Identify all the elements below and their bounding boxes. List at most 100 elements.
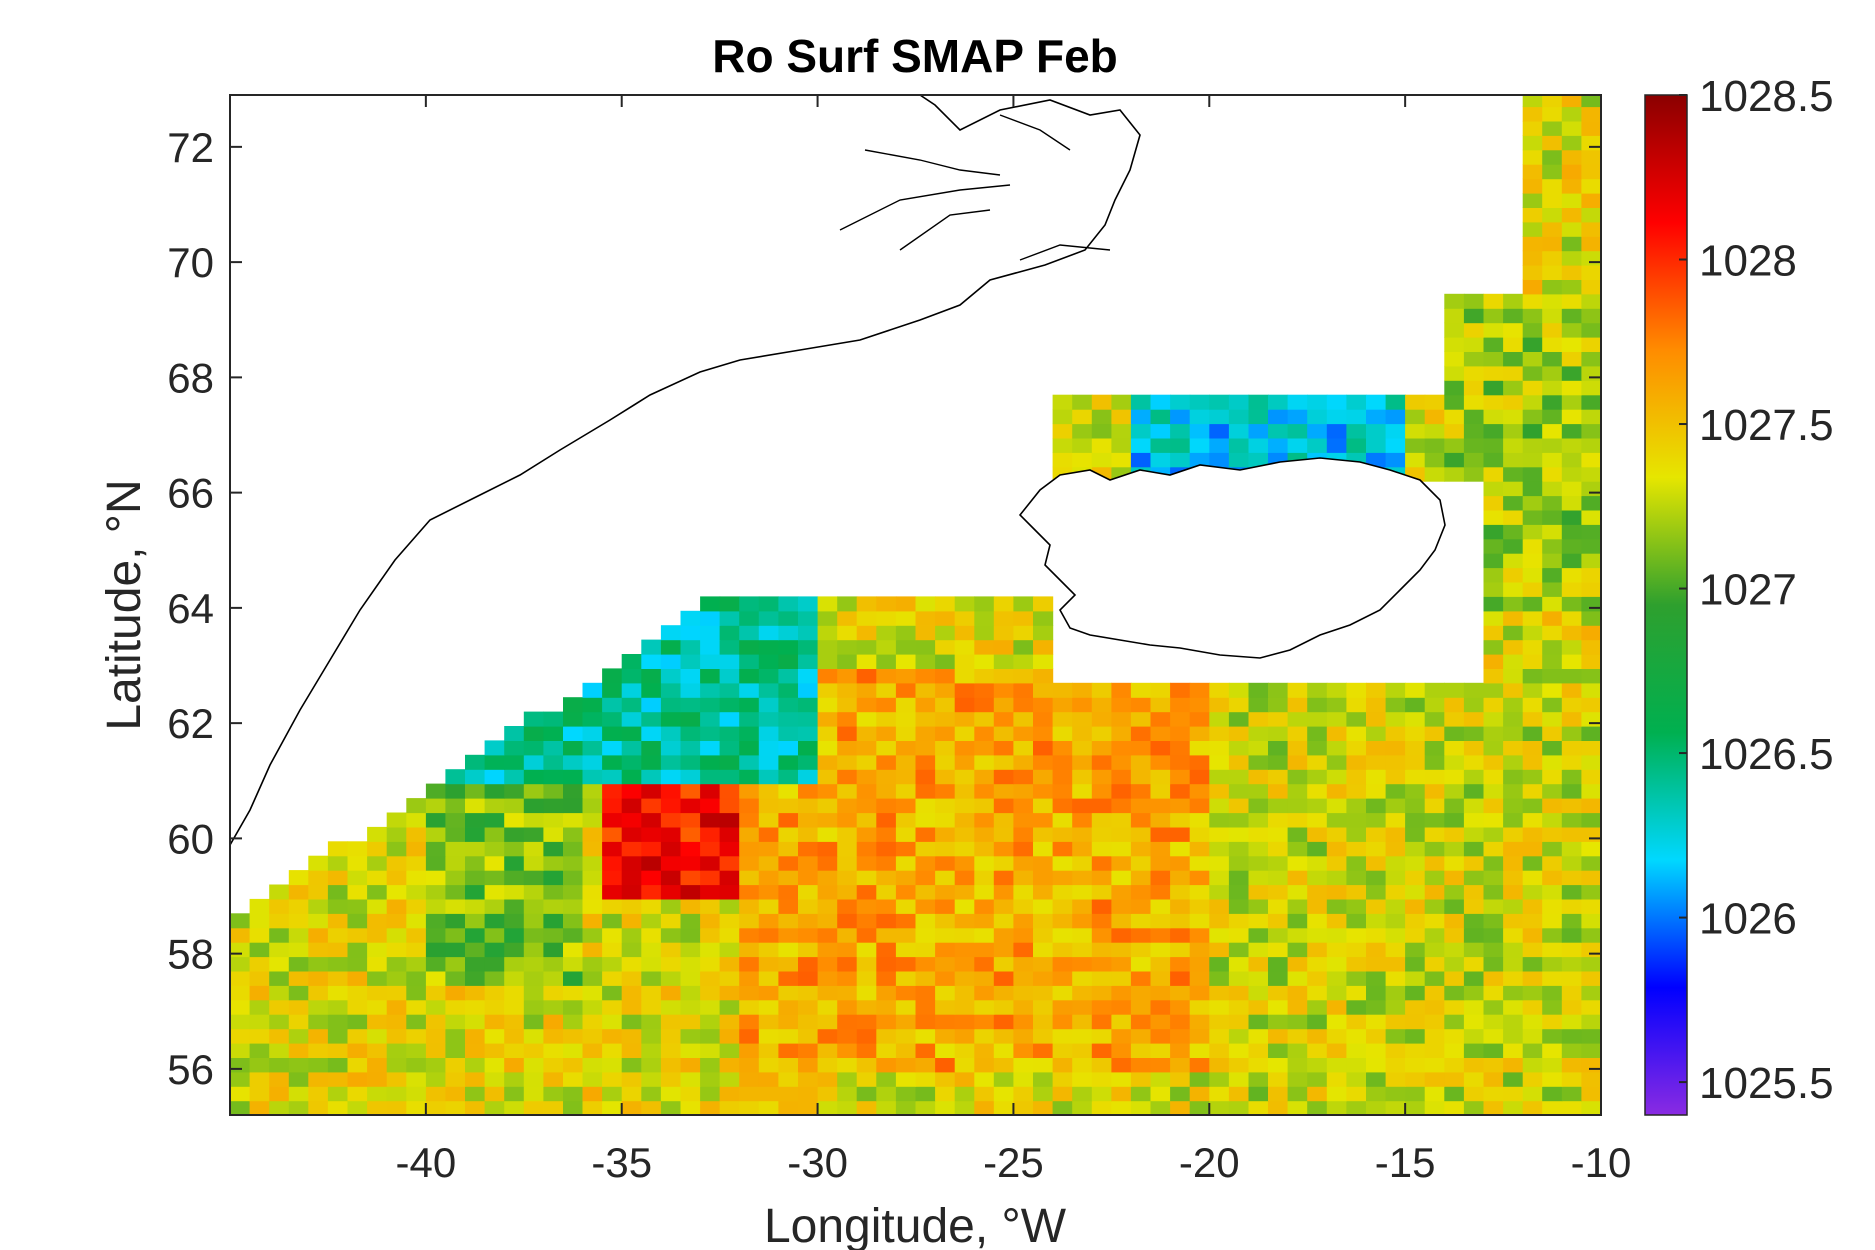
heatmap-cell [465,798,486,814]
heatmap-cell [1561,581,1582,597]
heatmap-cell [1503,1100,1524,1115]
heatmap-cell [798,1028,819,1044]
heatmap-cell [895,970,917,986]
heatmap-cell [621,668,642,684]
heatmap-cell [1424,409,1445,425]
heatmap-cell [582,826,603,842]
heatmap-cell [876,826,897,842]
heatmap-cell [1561,726,1582,741]
heatmap-cell [1424,394,1445,410]
heatmap-cell [1385,754,1406,770]
heatmap-cell [719,740,740,756]
heatmap-cell [582,942,603,958]
heatmap-cell [1444,682,1465,698]
heatmap-cell [1150,1014,1171,1030]
heatmap-cell [1561,394,1582,410]
heatmap-cell [1424,740,1445,756]
heatmap-cell [621,970,642,986]
heatmap-cell [367,970,388,986]
heatmap-cell [1307,394,1328,410]
heatmap-cell [367,927,388,943]
heatmap-cell [1189,1100,1210,1115]
heatmap-cell [504,1057,525,1073]
heatmap-cell [1542,351,1563,367]
heatmap-cell [1033,927,1054,943]
heatmap-cell [817,913,838,929]
heatmap-cell [1248,452,1269,468]
heatmap-cell [1366,452,1387,468]
heatmap-cell [1228,1086,1250,1102]
heatmap-cell [660,726,682,741]
heatmap-cell [1346,884,1367,900]
heatmap-cell [445,1086,466,1102]
heatmap-cell [621,798,642,814]
heatmap-cell [1581,884,1601,900]
heatmap-cell [1483,1057,1504,1073]
heatmap-cell [641,740,662,756]
heatmap-cell [1463,394,1485,410]
heatmap-cell [1542,898,1563,914]
heatmap-cell [974,740,995,756]
heatmap-cell [621,1086,642,1102]
heatmap-cell [1268,740,1289,756]
heatmap-cell [1150,726,1171,741]
heatmap-cell [1170,855,1191,871]
heatmap-cell [1581,625,1601,641]
heatmap-cell [1444,884,1465,900]
heatmap-cell [1052,913,1073,929]
heatmap-cell [621,682,642,698]
heatmap-cell [465,1057,486,1073]
heatmap-cell [1561,711,1582,727]
heatmap-cell [1483,437,1504,453]
heatmap-cell [798,985,819,1001]
heatmap-cell [1091,870,1112,886]
heatmap-cell [1307,423,1328,439]
heatmap-cell [465,1071,486,1087]
heatmap-cell [837,956,858,972]
heatmap-cell [1542,193,1563,208]
heatmap-cell [1228,798,1250,814]
heatmap-cell [1581,1028,1601,1044]
heatmap-cell [308,855,329,871]
heatmap-cell [758,740,779,756]
heatmap-cell [445,1057,466,1073]
heatmap-cell [327,884,349,900]
heatmap-cell [1581,394,1601,410]
heatmap-cell [974,1014,995,1030]
heatmap-cell [935,870,956,886]
heatmap-cell [700,1086,721,1102]
heatmap-cell [895,812,917,828]
heatmap-cell [1033,999,1054,1015]
heatmap-cell [1405,826,1426,842]
heatmap-cell [1581,870,1601,886]
heatmap-cell [1483,668,1504,684]
heatmap-cell [1091,726,1112,741]
heatmap-cell [700,1028,721,1044]
heatmap-cell [543,841,564,857]
heatmap-cell [719,596,740,612]
heatmap-cell [1111,855,1132,871]
heatmap-cell [739,855,760,871]
heatmap-cell [1503,394,1524,410]
heatmap-cell [915,596,936,612]
heatmap-cell [935,1043,956,1058]
heatmap-cell [269,1028,290,1044]
heatmap-cell [1542,596,1563,612]
heatmap-cell [993,697,1014,713]
heatmap-cell [700,812,721,828]
heatmap-cell [1522,927,1543,943]
heatmap-cell [1326,970,1347,986]
heatmap-cell [758,798,779,814]
heatmap-cell [1268,409,1289,425]
heatmap-cell [1150,942,1171,958]
heatmap-cell [1170,956,1191,972]
heatmap-cell [1385,682,1406,698]
heatmap-cell [1366,1014,1387,1030]
heatmap-cell [425,999,447,1015]
heatmap-cell [602,740,623,756]
heatmap-cell [327,1028,349,1044]
heatmap-cell [1033,884,1054,900]
heatmap-cell [1424,452,1445,468]
heatmap-cell [504,841,525,857]
heatmap-cell [1385,409,1406,425]
